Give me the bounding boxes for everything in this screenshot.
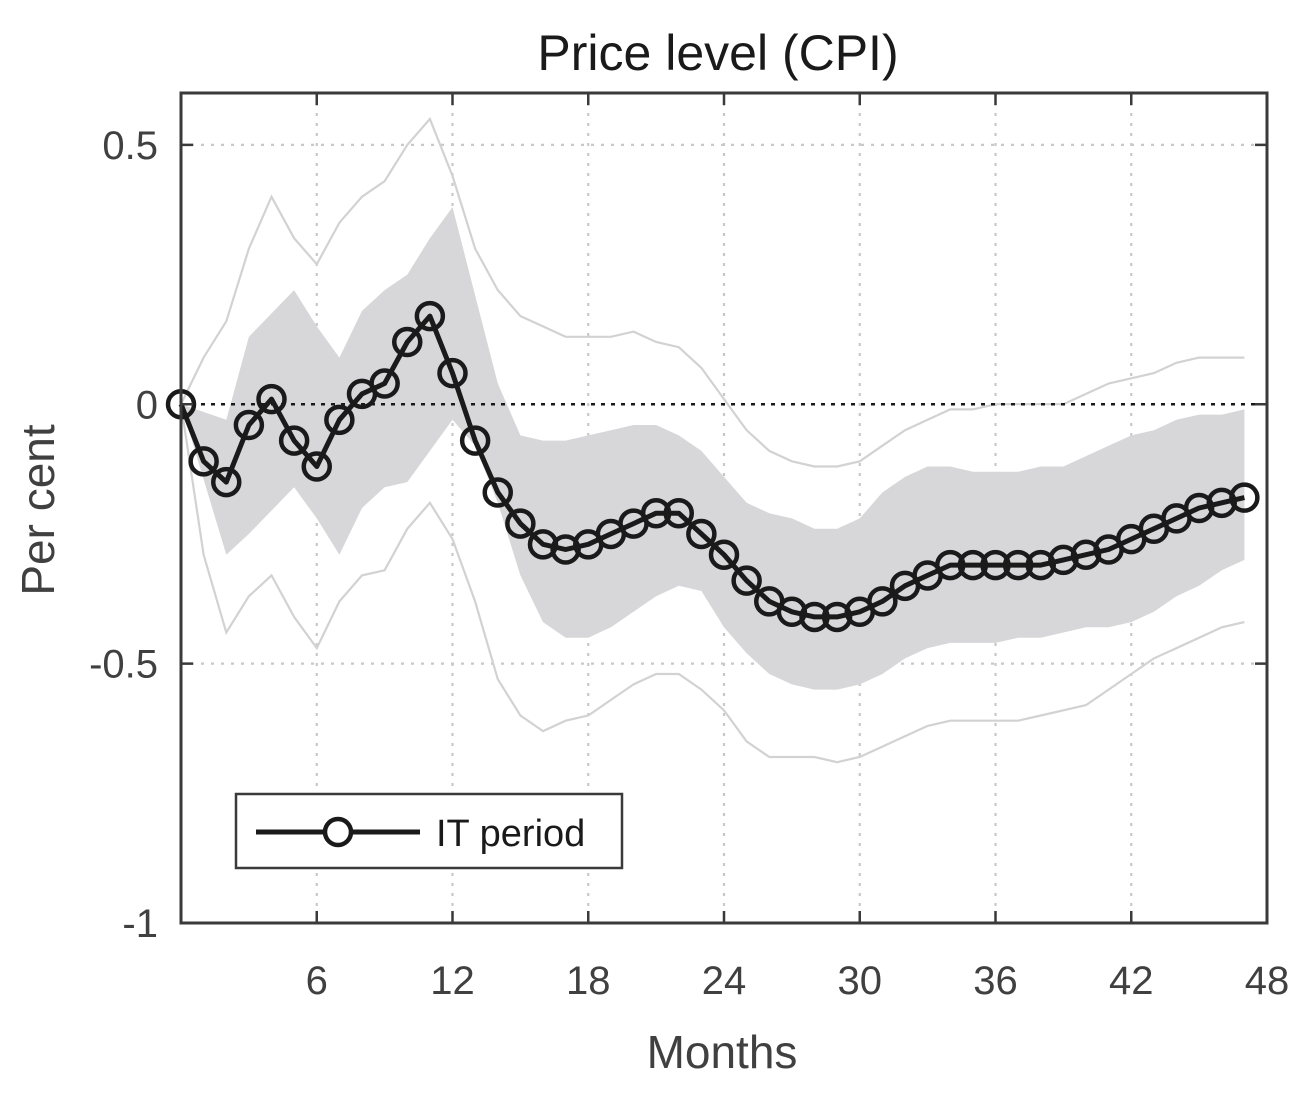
y-tick-labels: 0.5 0 -0.5 -1 <box>89 124 158 946</box>
x-tick-labels: 6 12 18 24 30 36 42 48 <box>306 959 1290 1003</box>
data-point-21 <box>640 497 672 529</box>
y-tick-label-2: -0.5 <box>89 643 158 687</box>
x-tick-label-6: 6 <box>306 959 328 1003</box>
inner-confidence-band <box>181 207 1245 690</box>
data-point-23 <box>686 518 717 550</box>
tick-marks <box>181 93 1269 925</box>
x-tick-label-18: 18 <box>566 959 611 1003</box>
data-point-14 <box>482 477 513 508</box>
data-point-10 <box>392 326 423 358</box>
plot-area <box>165 91 1269 925</box>
x-tick-label-42: 42 <box>1109 959 1154 1003</box>
data-point-35 <box>957 549 989 581</box>
data-point-9 <box>369 368 400 399</box>
data-point-28 <box>799 601 830 633</box>
data-point-11 <box>414 300 446 332</box>
data-point-36 <box>980 549 1011 581</box>
outer-band-upper-line <box>180 116 1245 468</box>
series-line-it-period <box>178 313 1245 620</box>
data-point-47 <box>1229 482 1260 513</box>
data-point-24 <box>708 539 740 570</box>
legend: IT period <box>234 792 624 870</box>
data-point-22 <box>663 497 694 529</box>
data-point-13 <box>459 425 491 456</box>
data-point-37 <box>1002 549 1034 581</box>
data-point-3 <box>233 409 265 441</box>
y-axis-label: Per cent <box>12 424 64 596</box>
outer-band-lower-line <box>179 404 1245 764</box>
data-point-7 <box>324 404 355 436</box>
x-tick-label-36: 36 <box>973 959 1018 1003</box>
data-point-5 <box>278 425 310 456</box>
data-point-31 <box>867 586 898 617</box>
data-point-34 <box>935 549 966 581</box>
data-point-25 <box>731 565 762 596</box>
data-point-4 <box>256 383 287 415</box>
series-markers <box>165 300 1260 633</box>
data-point-6 <box>301 451 332 482</box>
x-axis-label: Months <box>647 1026 798 1078</box>
y-tick-label-0: 0.5 <box>102 124 158 168</box>
data-point-15 <box>505 508 536 539</box>
y-tick-label-3: -1 <box>122 902 158 946</box>
x-tick-label-30: 30 <box>838 959 883 1003</box>
data-point-12 <box>437 357 468 389</box>
data-point-1 <box>188 446 219 477</box>
legend-label: IT period <box>436 813 585 855</box>
data-point-2 <box>211 466 242 498</box>
legend-marker-swatch <box>322 816 354 848</box>
x-tick-label-24: 24 <box>702 959 747 1003</box>
x-tick-label-48: 48 <box>1245 959 1290 1003</box>
y-tick-label-1: 0 <box>136 383 158 427</box>
x-tick-label-12: 12 <box>430 959 475 1003</box>
chart-title: Price level (CPI) <box>537 25 898 81</box>
